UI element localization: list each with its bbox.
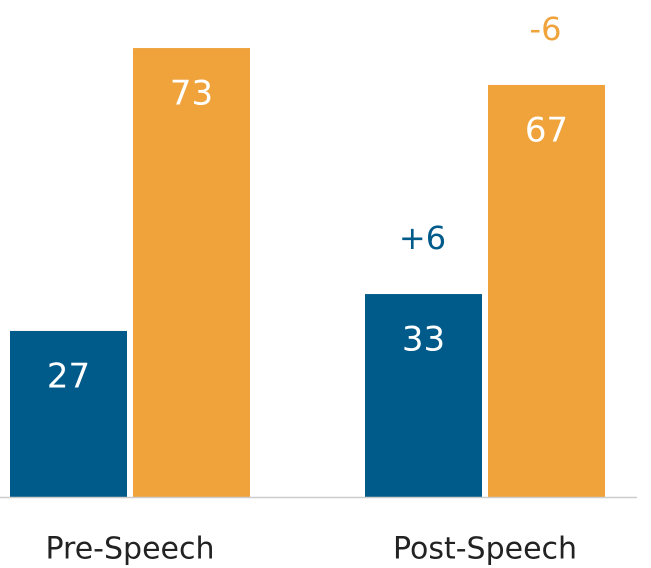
value-label: 27 bbox=[47, 356, 90, 396]
bar bbox=[365, 294, 482, 497]
change-annotation: +6 bbox=[399, 219, 446, 257]
x-tick-label: Post-Speech bbox=[393, 532, 577, 567]
bar bbox=[488, 84, 605, 497]
bar bbox=[133, 48, 250, 498]
value-label: 73 bbox=[170, 74, 213, 114]
value-label: 33 bbox=[402, 320, 445, 360]
bar bbox=[10, 330, 127, 497]
value-label: 67 bbox=[525, 110, 568, 150]
change-annotation: -6 bbox=[530, 10, 562, 48]
x-tick-label: Pre-Speech bbox=[45, 532, 214, 567]
